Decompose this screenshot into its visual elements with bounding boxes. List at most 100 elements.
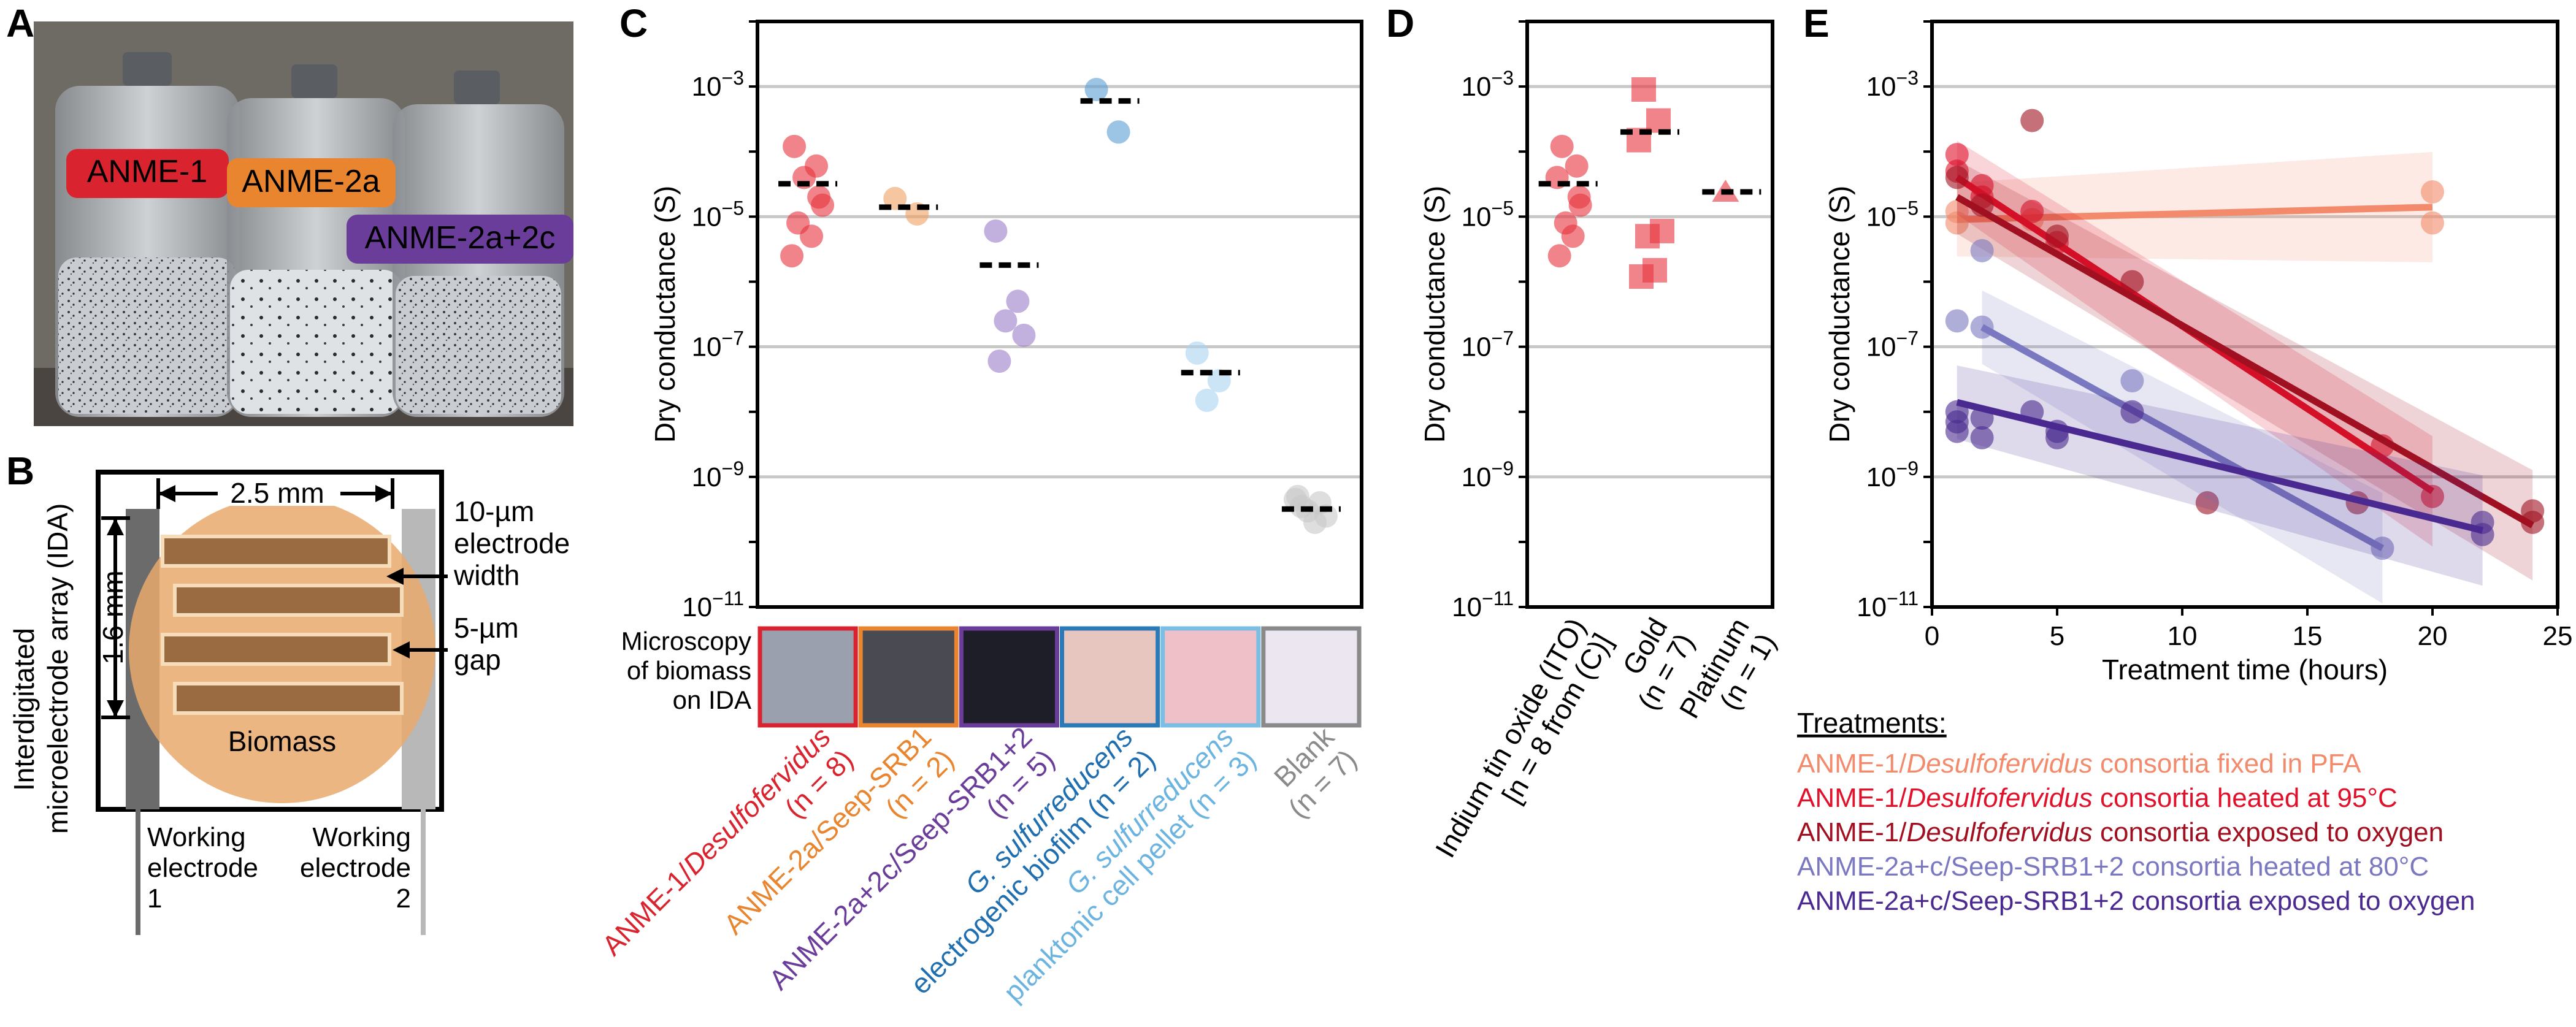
data-point (2120, 400, 2144, 424)
d-tick-label: 10−9 (1462, 457, 1514, 492)
label-anme1: ANME-1 (87, 154, 207, 189)
confidence-band (1957, 365, 2483, 586)
width-note-arrowhead-icon (386, 568, 404, 585)
confidence-band (1957, 140, 2432, 547)
data-point (2120, 369, 2144, 393)
we1-label-1: Working (147, 822, 246, 852)
panel-letter-e: E (1803, 1, 1830, 45)
category-labels-d: Indium tin oxide (ITO)[n = 8 from (C)]Go… (1429, 613, 1782, 863)
data-point (2045, 224, 2069, 248)
confidence-band (1957, 151, 2432, 262)
e-frame (1930, 20, 2559, 609)
microscopy-thumbnails (757, 626, 1362, 728)
microscopy-label-3: on IDA (673, 685, 751, 714)
data-point (1195, 388, 1219, 412)
width-label-bg (218, 475, 340, 506)
data-point (807, 185, 831, 209)
data-point (994, 309, 1018, 333)
e-tick-label: 10−7 (1866, 327, 1919, 362)
c-tick-label: 10−7 (692, 327, 744, 362)
data-point (2421, 180, 2444, 204)
microscopy-label-1: Microscopy (621, 627, 751, 655)
data-point (2020, 109, 2044, 132)
legend-item: ANME-1/Desulfofervidus consortia fixed i… (1797, 749, 2361, 779)
d-frame (1525, 20, 1774, 609)
data-point (1006, 289, 1030, 313)
data-point (1547, 244, 1571, 268)
legend-item: ANME-2a+c/Seep-SRB1+2 consortia exposed … (1797, 886, 2475, 916)
c-frame (756, 20, 1363, 609)
category-label: Platinum(n = 1) (1673, 613, 1782, 723)
panel-c: C 10−11 10−9 10−7 10−5 10−3 Dry conductance (… (596, 1, 1363, 1008)
plot-e: 10−11 10−9 10−7 10−5 10−3 Dry conductance (S)… (1823, 20, 2572, 685)
c-ylabel: Dry conductance (S) (649, 186, 681, 443)
data-point (1970, 239, 1994, 262)
legend: ANME-1/Desulfofervidus consortia fixed i… (1797, 749, 2475, 916)
e-tick-label: 10−11 (1857, 587, 1919, 622)
data-point (1084, 77, 1108, 101)
width-arrow-left-icon (158, 485, 175, 502)
note-width-2: electrode (454, 527, 570, 559)
microscopy-thumbnail (858, 626, 959, 728)
data-point (2045, 426, 2069, 449)
e-xtick-label: 20 (2418, 621, 2448, 651)
data-point (2421, 211, 2444, 235)
microscopy-thumbnail (1261, 626, 1362, 728)
microscopy-thumbnail (959, 626, 1060, 728)
data-point (1970, 426, 1994, 449)
panel-d: D 10−11 10−9 10−7 10−5 10−3 Dry conductance (… (1386, 1, 1782, 863)
c-tick-label: 10−3 (692, 67, 744, 102)
fit-line (1955, 194, 2534, 529)
note-gap-1: 5-µm (454, 612, 519, 644)
note-width-1: 10-µm (454, 495, 534, 527)
e-xtick-label: 15 (2293, 621, 2323, 651)
fit-line (1980, 324, 2385, 551)
data-point (1945, 309, 1969, 333)
e-tick-label: 10−9 (1866, 457, 1919, 492)
fit-line (1956, 399, 2483, 534)
data-point (800, 224, 824, 248)
category-label: Indium tin oxide (ITO)[n = 8 from (C)] (1429, 613, 1619, 863)
microscopy-thumbnail (1060, 626, 1160, 728)
d-tick-label: 10−5 (1462, 197, 1514, 232)
microscopy-thumbnail (757, 626, 858, 728)
c-tick-label: 10−5 (692, 197, 744, 232)
data-point (1945, 419, 1969, 443)
data-point (1631, 77, 1656, 102)
plot-d: 10−11 10−9 10−7 10−5 10−3 Dry conductance (S) (1419, 20, 1774, 622)
legend-item: ANME-1/Desulfofervidus consortia exposed… (1797, 817, 2444, 847)
data-point (1629, 264, 1654, 289)
gap-note-arrowhead-icon (393, 641, 410, 659)
panel-letter-b: B (6, 449, 34, 493)
data-point (984, 219, 1008, 243)
data-point (783, 134, 807, 158)
e-xtick-label: 0 (1925, 621, 1939, 651)
ida-outline (96, 470, 444, 812)
height-dimension-label: 1.6 mm (97, 570, 129, 664)
we2-label-1: Working (312, 822, 411, 852)
microscopy-thumbnail (1160, 626, 1261, 728)
data-point (2120, 270, 2144, 294)
confidence-band (1957, 160, 2533, 581)
data-point (780, 244, 804, 268)
ida-title-1: Interdigitated (8, 628, 40, 791)
d-tick-label: 10−7 (1462, 327, 1514, 362)
legend-item: ANME-1/Desulfofervidus consortia heated … (1797, 783, 2398, 813)
width-dimension-label: 2.5 mm (230, 477, 324, 509)
label-bg-anme2a2c (347, 215, 573, 264)
bottle-1 (55, 52, 239, 417)
ida-title-2: microelectrode array (IDA) (42, 503, 74, 834)
e-tick-label: 10−5 (1866, 197, 1919, 232)
data-point (1106, 120, 1130, 144)
ida-fingers (161, 535, 404, 715)
d-tick-label: 10−11 (1452, 587, 1514, 622)
data-point (883, 186, 907, 210)
legend-item: ANME-2a+c/Seep-SRB1+2 consortia heated a… (1797, 852, 2429, 882)
data-point (1550, 134, 1574, 158)
data-point (1567, 185, 1591, 209)
panel-b: B Interdigitated microelectrode array (I… (6, 449, 570, 935)
note-gap-2: gap (454, 644, 501, 676)
data-point (1561, 224, 1585, 248)
label-anme2a2c: ANME-2a+2c (365, 220, 556, 256)
